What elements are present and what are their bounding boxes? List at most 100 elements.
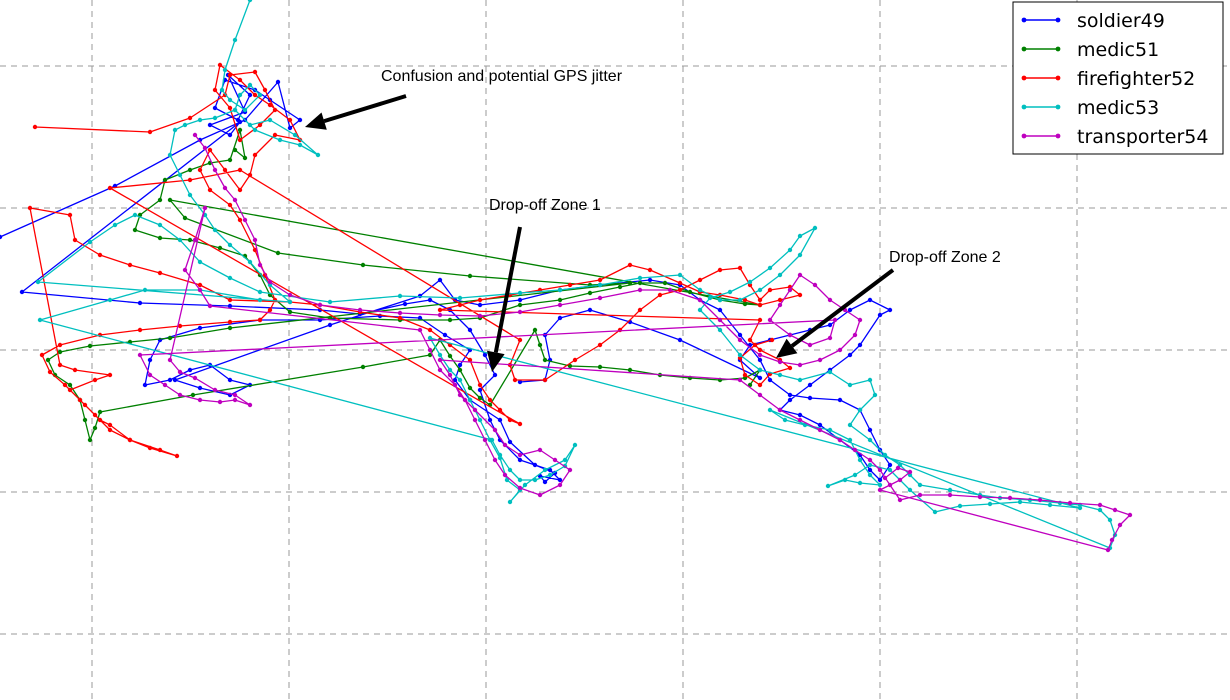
- point-soldier49-40: [497, 417, 503, 423]
- point-firefighter52-117: [787, 365, 793, 371]
- point-medic51-24: [617, 284, 623, 290]
- legend-marker-medic51-1: [1055, 46, 1061, 52]
- point-transporter54-28: [852, 332, 858, 338]
- point-medic53-104: [957, 503, 963, 509]
- point-firefighter52-46: [174, 453, 180, 459]
- point-transporter54-36: [767, 317, 773, 323]
- point-transporter54-57: [197, 287, 203, 293]
- point-medic53-50: [737, 297, 743, 303]
- point-transporter54-18: [637, 287, 643, 293]
- point-transporter54-10: [317, 302, 323, 308]
- point-medic51-47: [82, 417, 88, 423]
- point-transporter54-12: [397, 310, 403, 316]
- point-soldier49-60: [197, 385, 203, 391]
- point-medic53-39: [257, 289, 263, 295]
- point-soldier49-52: [147, 357, 153, 363]
- point-medic53-17: [232, 107, 238, 113]
- point-transporter54-25: [797, 362, 803, 368]
- point-firefighter52-68: [397, 315, 403, 321]
- point-firefighter52-75: [507, 417, 513, 423]
- point-firefighter52-105: [627, 262, 633, 268]
- point-medic51-37: [627, 280, 633, 286]
- legend-label-medic51: medic51: [1077, 39, 1159, 61]
- point-medic53-133: [142, 287, 148, 293]
- point-medic53-90: [802, 422, 808, 428]
- point-transporter54-54: [202, 205, 208, 211]
- point-soldier49-43: [457, 362, 463, 368]
- point-soldier49-6: [297, 117, 303, 123]
- point-medic53-6: [257, 92, 263, 98]
- point-medic53-4: [227, 97, 233, 103]
- point-medic53-14: [292, 132, 298, 138]
- point-firefighter52-94: [757, 297, 763, 303]
- point-medic51-1: [242, 155, 248, 161]
- point-firefighter52-112: [437, 307, 443, 313]
- point-transporter54-44: [177, 392, 183, 398]
- point-medic51-3: [227, 157, 233, 163]
- point-transporter54-11: [357, 307, 363, 313]
- point-firefighter52-62: [157, 270, 163, 276]
- point-medic51-31: [167, 197, 173, 203]
- point-medic53-92: [847, 437, 853, 443]
- annotation-arrow-shaft-0: [323, 94, 407, 124]
- legend-marker-firefighter52-0: [1021, 75, 1027, 81]
- point-soldier49-85: [867, 467, 873, 473]
- point-firefighter52-47: [157, 447, 163, 453]
- legend-marker-medic53-1: [1055, 104, 1061, 110]
- point-transporter54-70: [557, 482, 563, 488]
- point-firefighter52-100: [742, 297, 748, 303]
- point-medic53-91: [827, 427, 833, 433]
- legend-marker-medic53-0: [1021, 104, 1027, 110]
- point-firefighter52-104: [647, 267, 653, 273]
- point-medic51-48: [87, 437, 93, 443]
- point-firefighter52-69: [427, 327, 433, 333]
- point-transporter54-35: [777, 302, 783, 308]
- legend-marker-soldier49-0: [1021, 17, 1027, 23]
- point-transporter54-99: [1112, 507, 1118, 513]
- point-transporter54-32: [812, 282, 818, 288]
- point-firefighter52-53: [92, 377, 98, 383]
- point-medic51-35: [467, 273, 473, 279]
- point-medic51-34: [360, 262, 366, 268]
- point-firefighter52-1: [147, 129, 153, 135]
- point-soldier49-99: [847, 307, 853, 313]
- point-medic53-26: [212, 227, 218, 233]
- point-medic53-66: [797, 377, 803, 383]
- point-transporter54-60: [427, 347, 433, 353]
- point-medic53-5: [242, 107, 248, 113]
- point-medic51-26: [662, 280, 668, 286]
- series-tracks: [0, 0, 1133, 553]
- point-medic53-101: [887, 467, 893, 473]
- point-medic53-47: [677, 272, 683, 278]
- point-medic53-110: [437, 352, 443, 358]
- point-firefighter52-48: [127, 437, 133, 443]
- point-transporter54-33: [797, 272, 803, 278]
- point-medic51-10: [157, 235, 163, 241]
- point-medic51-33: [275, 250, 281, 256]
- point-medic51-2: [237, 127, 243, 133]
- point-firefighter52-8: [257, 122, 263, 128]
- point-medic51-58: [477, 395, 483, 401]
- point-soldier49-76: [767, 377, 773, 383]
- point-medic53-2: [222, 67, 228, 73]
- point-transporter54-85: [817, 427, 823, 433]
- point-medic51-6: [162, 177, 168, 183]
- point-soldier49-78: [807, 395, 813, 401]
- point-soldier49-92: [807, 382, 813, 388]
- point-transporter54-92: [917, 492, 923, 498]
- point-soldier49-114: [517, 379, 523, 385]
- point-firefighter52-11: [212, 87, 218, 93]
- point-transporter54-9: [287, 292, 293, 298]
- point-transporter54-51: [192, 375, 198, 381]
- point-medic53-28: [247, 259, 253, 265]
- point-transporter54-0: [192, 132, 198, 138]
- point-medic53-108: [1077, 505, 1083, 511]
- point-firefighter52-23: [207, 147, 213, 153]
- point-medic53-132: [107, 297, 113, 303]
- point-firefighter52-114: [747, 337, 753, 343]
- point-medic53-121: [542, 467, 548, 473]
- point-firefighter52-82: [512, 377, 518, 383]
- point-soldier49-98: [867, 297, 873, 303]
- point-transporter54-76: [492, 427, 498, 433]
- point-soldier49-64: [437, 277, 443, 283]
